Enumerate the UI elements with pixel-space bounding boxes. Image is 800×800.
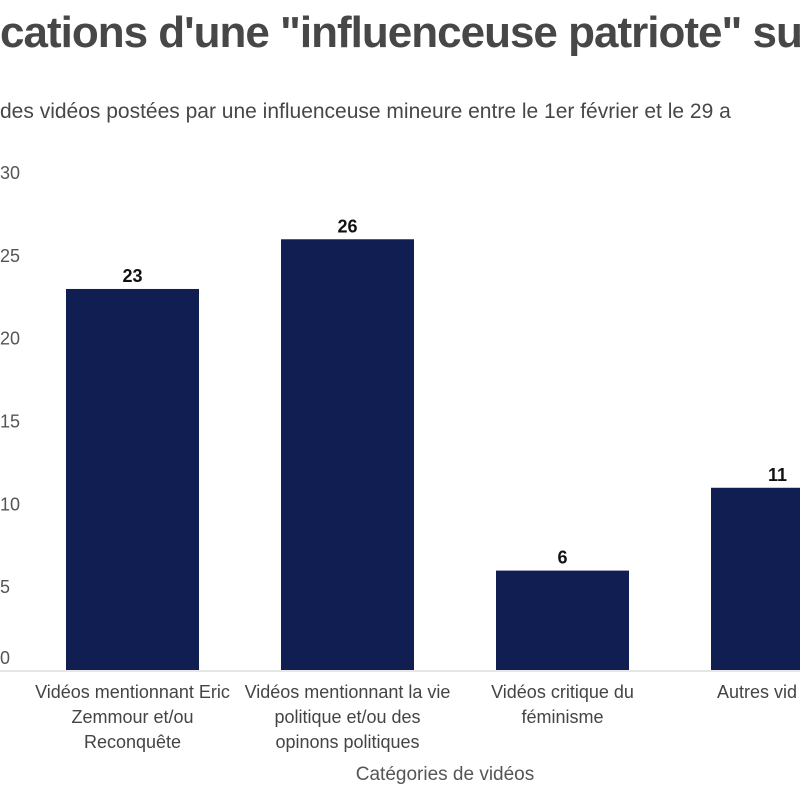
x-tick-label: Vidéos critique du féminisme	[491, 682, 634, 727]
y-tick-label: 30	[0, 163, 20, 183]
data-label: 6	[557, 548, 567, 568]
x-tick-label: Autres vid	[717, 682, 798, 702]
x-tick-label: Vidéos mentionnant Eric Zemmour et/ou Re…	[35, 682, 230, 752]
data-label: 26	[337, 216, 357, 236]
x-axis-label: Catégories de vidéos	[355, 764, 535, 785]
data-label: 23	[122, 266, 142, 286]
bar	[496, 570, 629, 670]
y-tick-label: 15	[0, 412, 20, 432]
data-label: 11	[768, 465, 787, 485]
y-tick-label: 25	[0, 246, 20, 266]
bar	[711, 487, 800, 670]
y-tick-label: 10	[0, 494, 20, 514]
y-tick-label: 20	[0, 329, 20, 349]
chart-title: cations d'une "influenceuse patriote" su…	[0, 8, 800, 57]
x-tick-label: Vidéos mentionnant la vie politique et/o…	[244, 682, 451, 752]
bar	[66, 288, 199, 670]
chart-subtitle: des vidéos postées par une influenceuse …	[0, 100, 731, 123]
y-tick-label: 0	[0, 648, 10, 668]
bar	[281, 239, 414, 670]
y-tick-label: 5	[0, 577, 10, 597]
